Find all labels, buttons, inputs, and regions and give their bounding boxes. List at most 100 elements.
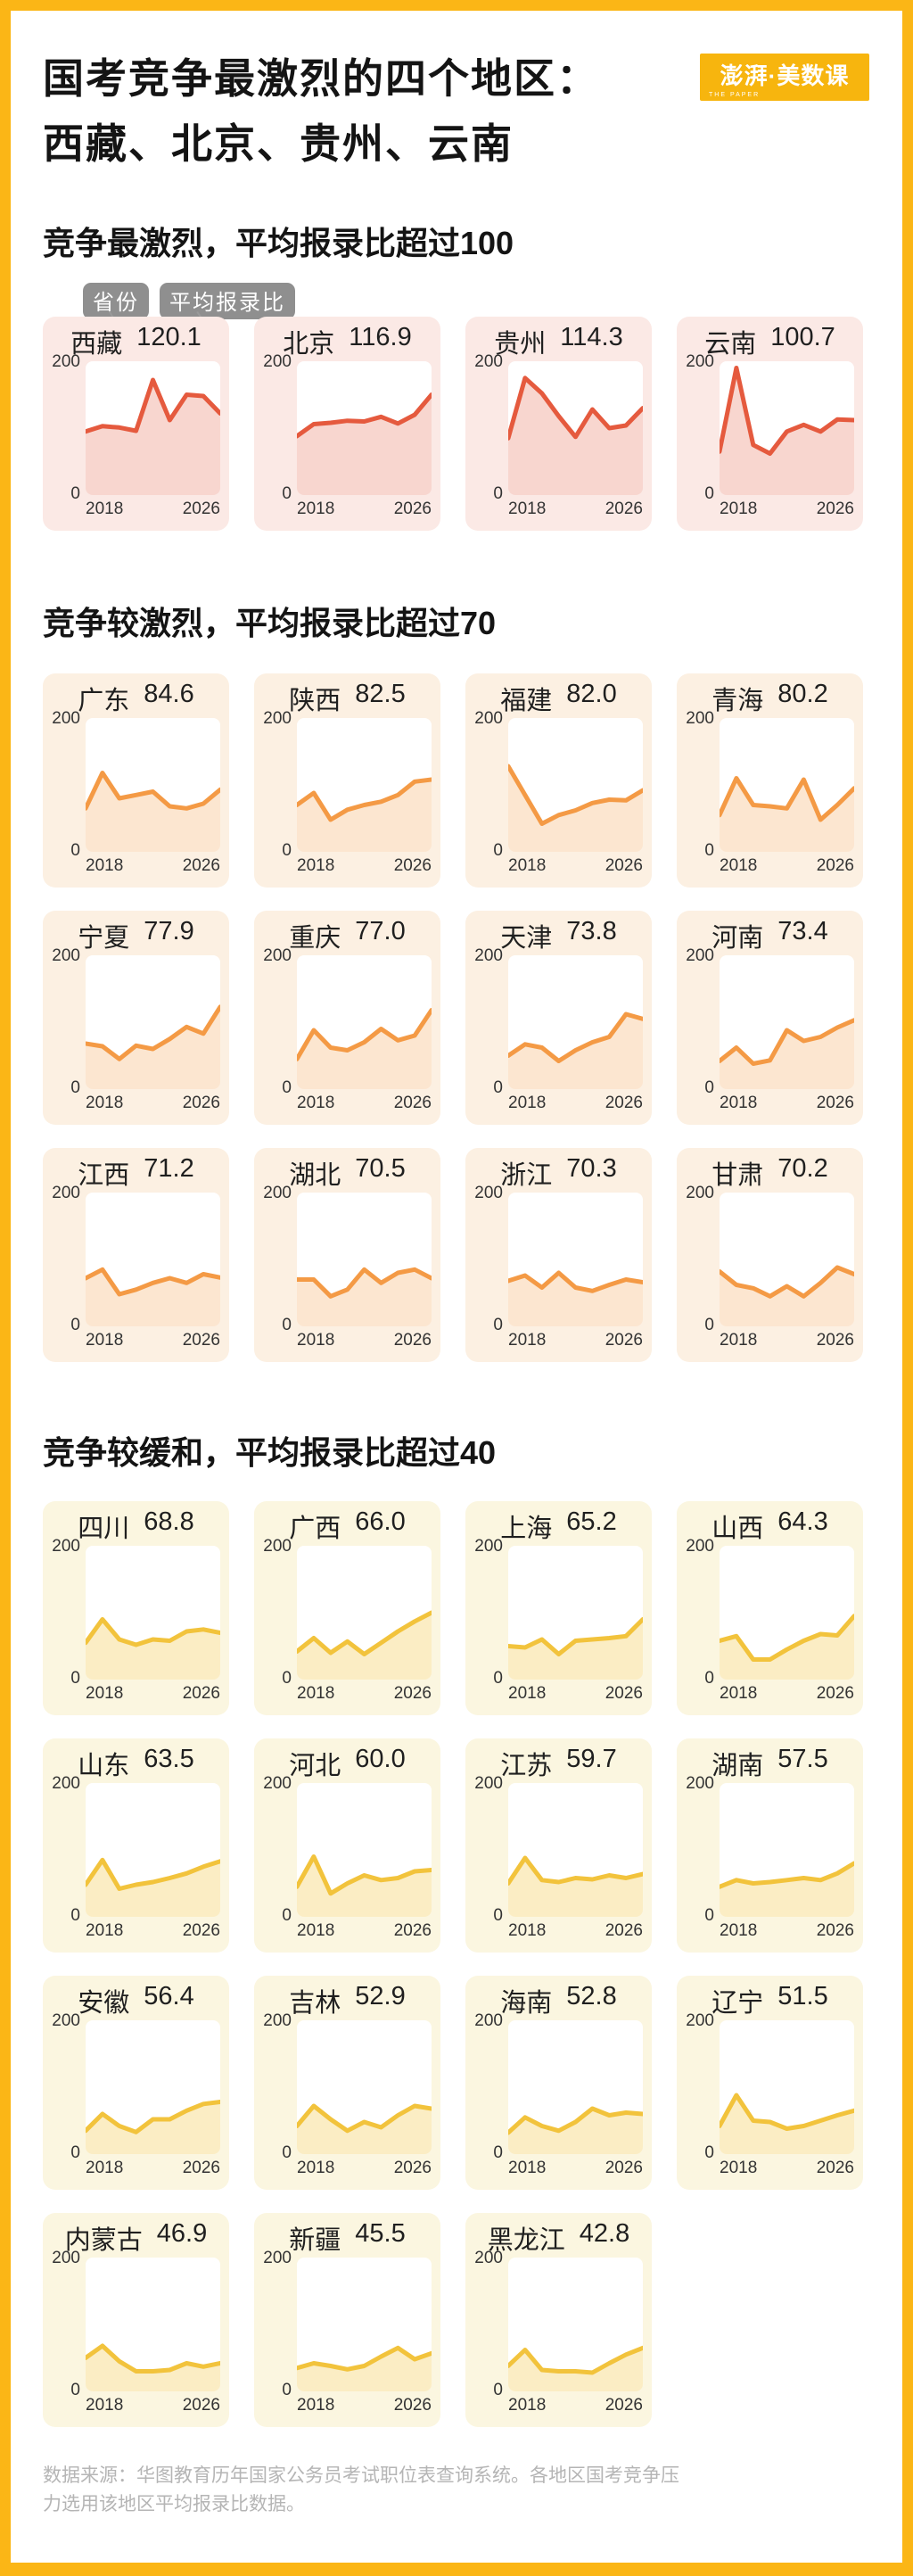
- y-axis-max-label: 200: [263, 1774, 292, 1793]
- x-axis-start-label: 2018: [297, 1921, 335, 1940]
- y-axis-min-label: 0: [70, 484, 80, 503]
- data-source-line2: 力选用该地区平均报录比数据。: [43, 2494, 305, 2514]
- chart-title: 江苏 59.7: [465, 1745, 652, 1782]
- y-axis-max-label: 200: [52, 946, 80, 965]
- x-axis-start-label: 2018: [297, 500, 335, 518]
- y-axis-max-label: 200: [474, 352, 503, 371]
- y-axis-min-label: 0: [493, 1906, 503, 1925]
- data-source-note: 数据来源：华图教育历年国家公务员考试职位表查询系统。各地区国考竞争压 力选用该地…: [43, 2462, 720, 2519]
- province-chart-card: 河北 60.0 200 0 2018 2026: [254, 1738, 440, 1953]
- y-axis-max-label: 200: [52, 1774, 80, 1793]
- x-axis-labels: 2018 2026: [720, 2159, 854, 2178]
- line-chart: [297, 1610, 432, 1680]
- province-name: 山东: [78, 1752, 130, 1780]
- province-name: 海南: [500, 1989, 553, 2018]
- x-axis-start-label: 2018: [720, 500, 758, 518]
- chart-title: 广东 84.6: [43, 680, 229, 717]
- x-axis-end-label: 2026: [605, 1921, 643, 1940]
- x-axis-start-label: 2018: [508, 1921, 547, 1940]
- line-chart: [720, 2093, 854, 2154]
- x-axis-end-label: 2026: [182, 1094, 220, 1112]
- chart-title: 四川 68.8: [43, 1507, 229, 1545]
- province-chart-card: 内蒙古 46.9 200 0 2018 2026: [43, 2213, 229, 2427]
- line-chart: [86, 771, 220, 852]
- average-ratio-value: 68.8: [144, 1507, 194, 1536]
- line-chart: [297, 1267, 432, 1326]
- average-ratio-value: 82.5: [355, 680, 406, 708]
- poster-inner-frame: 国考竞争最激烈的四个地区： 西藏、北京、贵州、云南 澎湃·美数课 THE PAP…: [11, 11, 902, 2563]
- province-chart-card: 吉林 52.9 200 0 2018 2026: [254, 1976, 440, 2190]
- average-ratio-value: 42.8: [579, 2219, 630, 2248]
- x-axis-end-label: 2026: [182, 500, 220, 518]
- province-name: 贵州: [494, 330, 547, 359]
- chart-title: 湖南 57.5: [677, 1745, 863, 1782]
- x-axis-end-label: 2026: [182, 856, 220, 875]
- y-axis-max-label: 200: [686, 946, 714, 965]
- x-axis-labels: 2018 2026: [86, 2159, 220, 2178]
- province-chart-card: 黑龙江 42.8 200 0 2018 2026: [465, 2213, 652, 2427]
- y-axis-max-label: 200: [263, 709, 292, 728]
- line-chart: [297, 2345, 432, 2391]
- x-axis-labels: 2018 2026: [86, 2396, 220, 2415]
- x-axis-labels: 2018 2026: [86, 1921, 220, 1941]
- plot-area: [508, 2258, 643, 2391]
- x-axis-end-label: 2026: [816, 1094, 854, 1112]
- y-axis-max-label: 200: [52, 1184, 80, 1202]
- line-chart: [720, 1265, 854, 1326]
- province-name: 安徽: [78, 1989, 130, 2018]
- x-axis-labels: 2018 2026: [297, 1331, 432, 1350]
- chart-grid-intense: 广东 84.6 200 0 2018 2026 陕西 82.5 200 0 20…: [43, 673, 870, 1362]
- x-axis-start-label: 2018: [508, 1094, 547, 1112]
- y-axis-max-label: 200: [263, 352, 292, 371]
- line-chart: [86, 1267, 220, 1326]
- x-axis-start-label: 2018: [86, 1094, 124, 1112]
- chart-title: 广西 66.0: [254, 1507, 440, 1545]
- y-axis-max-label: 200: [263, 1537, 292, 1556]
- y-axis-min-label: 0: [704, 484, 714, 503]
- province-name: 江西: [78, 1161, 130, 1190]
- province-chart-card: 浙江 70.3 200 0 2018 2026: [465, 1148, 652, 1362]
- x-axis-start-label: 2018: [508, 856, 547, 875]
- y-axis-max-label: 200: [474, 1774, 503, 1793]
- chart-title: 天津 73.8: [465, 917, 652, 954]
- line-chart: [86, 2343, 220, 2391]
- x-axis-end-label: 2026: [393, 1921, 432, 1940]
- average-ratio-value: 100.7: [770, 323, 835, 351]
- province-name: 山西: [711, 1515, 764, 1543]
- province-name: 陕西: [289, 687, 341, 715]
- average-ratio-value: 63.5: [144, 1745, 194, 1773]
- province-name: 福建: [500, 687, 553, 715]
- y-axis-max-label: 200: [474, 2249, 503, 2267]
- chart-title: 黑龙江 42.8: [465, 2219, 652, 2257]
- x-axis-end-label: 2026: [393, 500, 432, 518]
- province-chart-card: 重庆 77.0 200 0 2018 2026: [254, 911, 440, 1125]
- province-chart-card: 天津 73.8 200 0 2018 2026: [465, 911, 652, 1125]
- plot-area: [86, 2258, 220, 2391]
- plot-area: [720, 1783, 854, 1917]
- chart-title: 福建 82.0: [465, 680, 652, 717]
- x-axis-end-label: 2026: [816, 1684, 854, 1703]
- legend-chip-province: 省份: [83, 283, 149, 319]
- average-ratio-value: 73.4: [777, 917, 828, 945]
- y-axis-max-label: 200: [52, 1537, 80, 1556]
- chart-title: 江西 71.2: [43, 1154, 229, 1192]
- x-axis-end-label: 2026: [182, 1331, 220, 1350]
- x-axis-labels: 2018 2026: [508, 2396, 643, 2415]
- y-axis-min-label: 0: [70, 1078, 80, 1097]
- x-axis-end-label: 2026: [393, 856, 432, 875]
- plot-area: [720, 361, 854, 495]
- line-chart: [508, 376, 643, 495]
- line-chart: [86, 1004, 220, 1089]
- y-axis-max-label: 200: [686, 709, 714, 728]
- x-axis-labels: 2018 2026: [720, 500, 854, 519]
- average-ratio-value: 65.2: [566, 1507, 617, 1536]
- x-axis-end-label: 2026: [605, 500, 643, 518]
- province-name: 广东: [78, 687, 130, 715]
- x-axis-labels: 2018 2026: [508, 2159, 643, 2178]
- province-chart-card: 江西 71.2 200 0 2018 2026: [43, 1148, 229, 1362]
- average-ratio-value: 70.2: [777, 1154, 828, 1183]
- y-axis-min-label: 0: [493, 484, 503, 503]
- y-axis-max-label: 200: [474, 946, 503, 965]
- average-ratio-value: 114.3: [560, 323, 623, 351]
